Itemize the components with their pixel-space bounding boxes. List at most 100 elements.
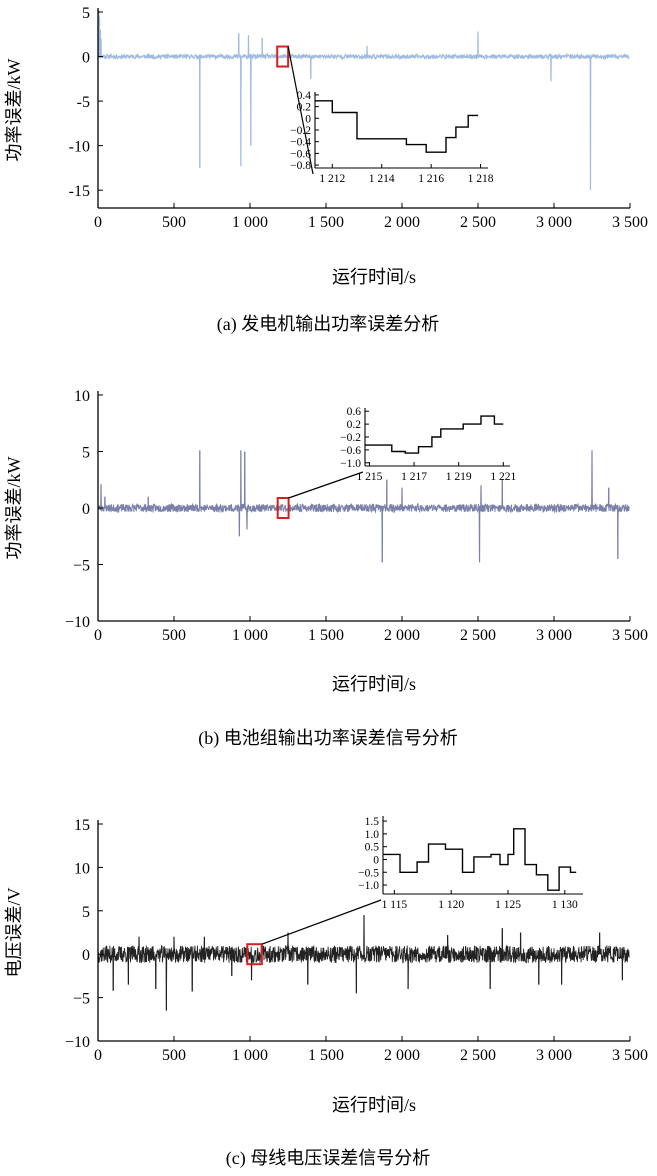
inset-y-tick-label: −0.5 [358, 867, 379, 879]
x-tick-label: 3 000 [536, 214, 572, 231]
inset-line [383, 828, 577, 891]
y-tick-label: 0 [82, 501, 90, 518]
inset-y-tick-label: 0.6 [347, 406, 362, 418]
x-tick-label: 3 000 [536, 627, 572, 644]
x-tick-label: 2 500 [460, 627, 496, 644]
inset-x-tick-label: 1 125 [495, 899, 521, 911]
y-tick-label: 0 [82, 50, 90, 67]
x-tick-label: 3 000 [536, 1047, 572, 1064]
inset-x-tick-label: 1 214 [369, 173, 395, 185]
inset-x-tick-label: 1 130 [552, 899, 578, 911]
x-tick-label: 0 [94, 627, 102, 644]
inset-y-tick-label: 0 [305, 113, 311, 125]
y-tick-label: 0 [82, 947, 90, 964]
x-tick-label: 0 [94, 1047, 102, 1064]
inset-x-tick-label: 1 219 [446, 471, 472, 483]
y-tick-label: −5 [73, 991, 90, 1008]
inset-plot: 1 212 1 214 1 216 1 218 0.40.20−0.2−0.4−0.6−… [287, 46, 494, 185]
x-tick-label: 500 [162, 627, 186, 644]
inset-y-tick-label: −0.4 [290, 137, 311, 149]
x-tick-label: 3 500 [612, 1047, 648, 1064]
x-tick-label: 500 [162, 1047, 186, 1064]
x-tick-label: 3 500 [612, 627, 648, 644]
y-tick-label: −10 [65, 1034, 90, 1051]
x-axis-label: 运行时间/s [332, 1095, 416, 1115]
inset-y-tick-label: −1.0 [358, 880, 379, 892]
inset-y-tick-label: −0.2 [340, 432, 361, 444]
inset-y-tick-label: −0.6 [290, 148, 311, 160]
inset-connector [288, 471, 364, 499]
y-tick-label: −5 [73, 558, 90, 575]
figure-caption: (a) 发电机输出功率误差分析 [217, 314, 439, 335]
inset-y-tick-label: 1.5 [365, 816, 380, 828]
x-axis-label: 运行时间/s [332, 267, 416, 287]
inset-connector [287, 46, 314, 175]
x-tick-label: 3 500 [612, 214, 648, 231]
inset-plot: 1 115 1 120 1 125 1 130 1.51.00.50−0.5−1.0 [261, 815, 583, 945]
inset-x-tick-label: 1 221 [490, 471, 516, 483]
x-tick-label: 0 [94, 214, 102, 231]
inset-y-tick-label: −0.6 [340, 445, 361, 457]
inset-x-tick-label: 1 120 [438, 899, 464, 911]
x-tick-label: 1 000 [232, 214, 268, 231]
highlight-box [246, 943, 263, 966]
inset-y-tick-label: −0.8 [290, 160, 311, 172]
inset-x-tick-label: 1 212 [319, 173, 345, 185]
highlight-box [276, 497, 290, 519]
x-tick-label: 2 000 [384, 1047, 420, 1064]
x-tick-label: 1 500 [308, 214, 344, 231]
x-tick-label: 500 [162, 214, 186, 231]
x-tick-label: 1 000 [232, 627, 268, 644]
figure-caption: (c) 母线电压误差信号分析 [226, 1148, 430, 1169]
x-tick-label: 1 500 [308, 1047, 344, 1064]
y-tick-label: -5 [77, 94, 90, 111]
inset-x-tick-label: 1 115 [382, 899, 408, 911]
x-tick-label: 2 000 [384, 627, 420, 644]
x-tick-label: 2 000 [384, 214, 420, 231]
inset-x-tick-label: 1 216 [418, 173, 444, 185]
signal-line [97, 10, 630, 191]
y-tick-label: -15 [69, 183, 90, 200]
x-tick-label: 1 000 [232, 1047, 268, 1064]
y-tick-label: −10 [65, 614, 90, 631]
y-tick-label: 5 [82, 5, 90, 22]
inset-y-tick-label: 0 [373, 854, 379, 866]
y-axis-label: 功率误差/kW [4, 456, 24, 559]
inset-y-tick-label: 0.4 [297, 90, 312, 102]
inset-background [314, 91, 488, 168]
y-tick-label: 10 [74, 860, 90, 877]
highlight-box [276, 45, 290, 68]
x-tick-label: 1 500 [308, 627, 344, 644]
inset-y-tick-label: 1.0 [365, 829, 380, 841]
y-tick-label: 10 [74, 388, 90, 405]
inset-line [315, 100, 479, 153]
inset-y-tick-label: 0.2 [297, 102, 312, 114]
y-tick-label: 15 [74, 817, 90, 834]
figure-caption: (b) 电池组输出功率误差信号分析 [198, 728, 458, 749]
inset-plot: 1 215 1 217 1 219 1 221 0.60.2−0.2−0.6−1.0 [288, 406, 516, 499]
inset-connector [261, 899, 382, 945]
y-tick-label: 5 [82, 904, 90, 921]
inset-x-tick-label: 1 217 [401, 471, 427, 483]
chart-panel-1: 0 500 1 000 1 500 2 000 2 500 3 000 3 500 5 0 -5 -1… [4, 5, 648, 335]
inset-y-tick-label: 0.5 [365, 842, 380, 854]
inset-y-tick-label: 0.2 [347, 419, 362, 431]
x-tick-label: 2 500 [460, 1047, 496, 1064]
inset-y-tick-label: −1.0 [340, 458, 361, 470]
inset-background [382, 815, 583, 894]
inset-line [365, 415, 504, 454]
chart-panel-2: 0 500 1 000 1 500 2 000 2 500 3 000 3 500 10 5 0 −5… [4, 388, 648, 749]
y-tick-label: 5 [82, 445, 90, 462]
x-axis-label: 运行时间/s [332, 674, 416, 694]
chart-panel-3: 0 500 1 000 1 500 2 000 2 500 3 000 3 500151050… [4, 815, 648, 1169]
signal-line [97, 915, 630, 1011]
y-tick-label: -10 [69, 139, 90, 156]
y-axis-label: 电压误差/V [4, 887, 24, 977]
inset-y-tick-label: −0.2 [290, 125, 311, 137]
inset-x-tick-label: 1 218 [468, 173, 494, 185]
signal-line [97, 450, 630, 563]
x-tick-label: 2 500 [460, 214, 496, 231]
y-axis-label: 功率误差/kW [4, 58, 24, 161]
inset-x-tick-label: 1 215 [357, 471, 383, 483]
